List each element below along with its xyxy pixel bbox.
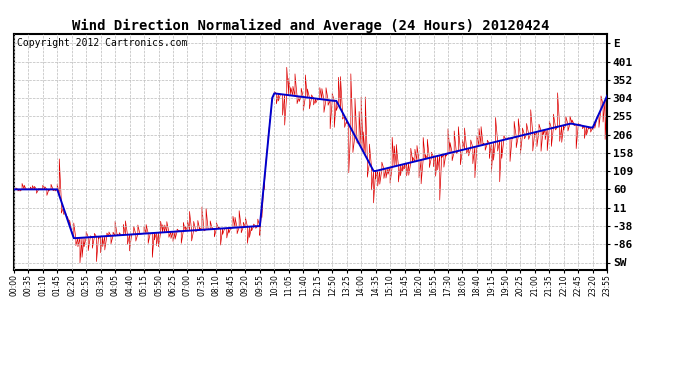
- Title: Wind Direction Normalized and Average (24 Hours) 20120424: Wind Direction Normalized and Average (2…: [72, 18, 549, 33]
- Text: Copyright 2012 Cartronics.com: Copyright 2012 Cartronics.com: [17, 39, 187, 48]
